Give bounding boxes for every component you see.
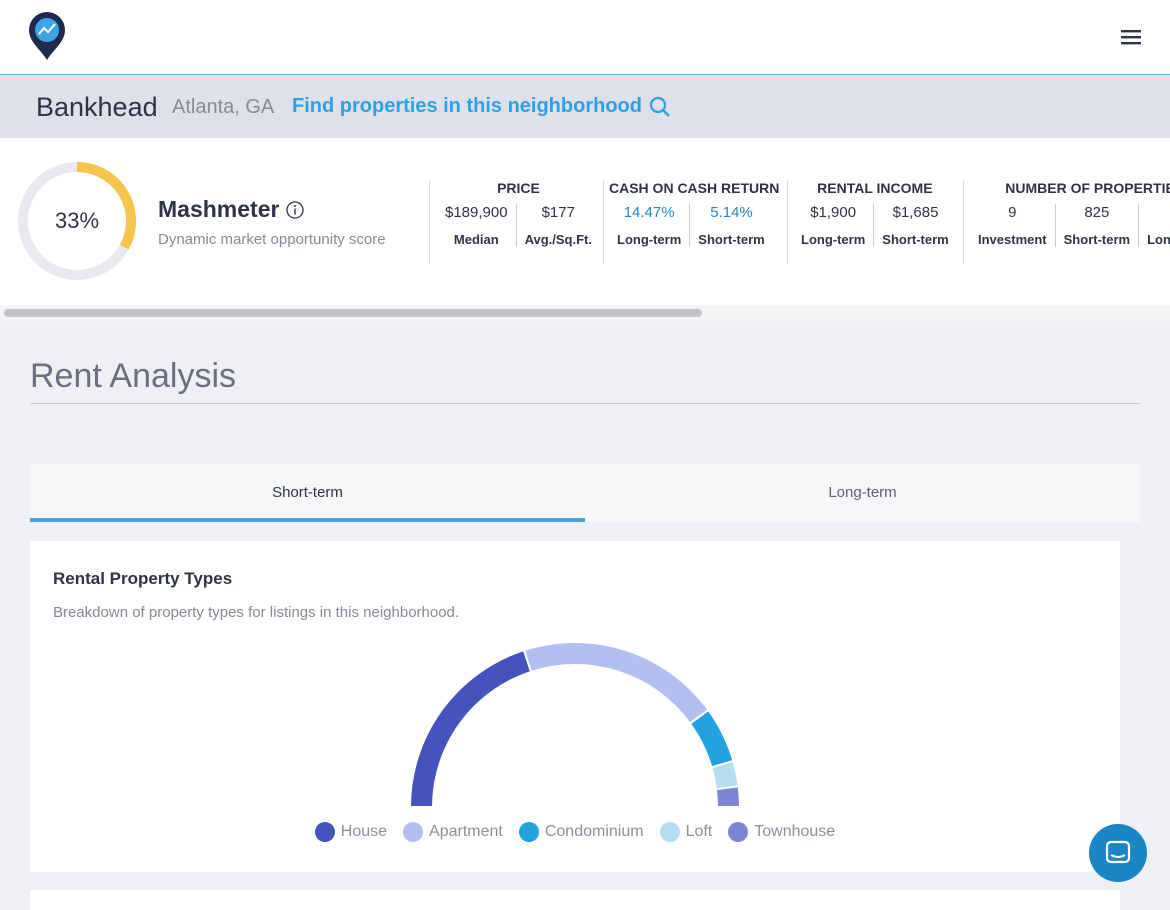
legend: House Apartment Condominium Loft Townhouse [30,822,1120,842]
divider [787,180,788,264]
metric-title: CASH ON CASH RETURN [609,180,780,196]
metric-title: RENTAL INCOME [817,180,933,196]
legend-item: Apartment [403,822,503,842]
legend-label: Townhouse [754,823,836,840]
search-icon[interactable] [648,95,672,119]
metric-item: $177 Avg./Sq.Ft. [515,204,600,247]
metric-group: CASH ON CASH RETURN 14.47% Long-term 5.14% S… [609,180,779,247]
donut-segment [714,785,742,808]
divider [603,180,604,264]
scrollbar-thumb[interactable] [4,309,702,317]
tab-active[interactable]: Short-term [30,464,585,522]
chat-button[interactable] [1089,824,1147,882]
donut-segment [522,641,710,725]
metric-value: 825 [1084,204,1110,221]
metric-group: NUMBER OF PROPERTIES 9 Investment 825 Short-… [970,180,1170,247]
menu-button[interactable] [1121,28,1141,46]
metric-label: Short-term [882,232,949,247]
mashmeter-subtitle: Dynamic market opportunity score [158,231,386,248]
card-description: Breakdown of property types for listings… [53,604,460,621]
metric-value: $1,685 [892,204,939,221]
metric-item: $189,900 Median [437,204,516,247]
metric-label: Long-term [617,232,682,247]
metric-items: $1,900 Long-term $1,685 Short-term [793,204,957,247]
metric-item: 14.47% Long-term [609,204,689,247]
metric-items: 14.47% Long-term 5.14% Short-term [609,204,779,247]
info-icon[interactable] [286,201,304,219]
metrics-panel: 33% Mashmeter Dynamic market opportunity… [0,138,1170,305]
metric-items: $189,900 Median $177 Avg./Sq.Ft. [437,204,600,247]
metric-value: 5.14% [710,204,753,221]
metric-group: RENTAL INCOME $1,900 Long-term $1,685 Short-… [793,180,957,247]
divider [963,180,964,264]
metric-item: 9 Investment [970,204,1055,247]
card-title: Rental Property Types [53,569,233,588]
metric-item: 5.14% Short-term [689,204,772,247]
metric-value [1147,204,1170,222]
metric-title: NUMBER OF PROPERTIES [1005,180,1170,196]
metric-label: Short-term [1063,232,1131,247]
metric-item: $1,900 Long-term [793,204,873,247]
score-label: 33% [55,208,99,233]
metric-value: 14.47% [623,204,675,221]
tab[interactable]: Long-term [828,484,897,501]
metric-value: $1,900 [810,204,857,221]
metric-label: Median [453,232,499,247]
divider [30,403,1140,404]
card: Rental Property Types Breakdown of prope… [30,541,1120,872]
donut-segment [408,648,533,808]
legend-item: Townhouse [728,822,835,842]
legend-swatch [518,822,539,842]
logo[interactable] [27,10,67,62]
metric-value: 9 [1008,204,1017,221]
metric-items: 9 Investment 825 Short-term Long-term [970,204,1170,247]
metric-value: $177 [541,204,575,221]
legend-item: Loft [659,822,713,842]
metric-label: Long-term [1147,232,1170,247]
scrollbar [0,305,1170,321]
legend-label: Apartment [429,823,503,840]
legend-item: House [314,822,388,842]
legend-swatch [659,822,680,842]
metric-label: Avg./Sq.Ft. [524,232,592,247]
top-nav [0,0,1170,75]
legend-item: Condominium [518,822,644,842]
metric-value: $189,900 [445,204,508,221]
metric-item: $1,685 Short-term [873,204,956,247]
section-title: Rent Analysis [30,357,236,395]
neighborhood: Bankhead [36,92,158,122]
metric-label: Short-term [698,232,765,247]
legend-swatch [314,822,335,842]
chart [408,641,742,808]
metric-group: PRICE $189,900 Median $177 Avg./Sq.Ft. [437,180,600,247]
legend-label: Loft [685,823,713,840]
mashmeter-gauge: 33% [18,162,136,280]
tabs: Short-term Long-term [30,464,1140,522]
metric-item: 825 Short-term [1054,204,1138,247]
gauge-arc [18,162,136,280]
city: Atlanta, GA [172,96,275,118]
donut-segment [688,708,735,769]
metric-item: Long-term [1138,204,1170,247]
metric-label: Long-term [801,232,866,247]
mashmeter-title: Mashmeter [158,196,280,222]
donut-segment [710,759,740,791]
legend-label: House [340,823,388,840]
metric-label: Investment [978,232,1047,247]
legend-swatch [403,822,424,842]
divider [429,180,430,264]
next-card [30,890,1120,910]
neighborhood-bar: Bankhead Atlanta, GA Find properties in … [0,75,1170,138]
legend-label: Condominium [544,823,644,840]
metric-title: PRICE [497,180,540,196]
legend-swatch [728,822,749,842]
find-link[interactable]: Find properties in this neighborhood [292,95,642,117]
